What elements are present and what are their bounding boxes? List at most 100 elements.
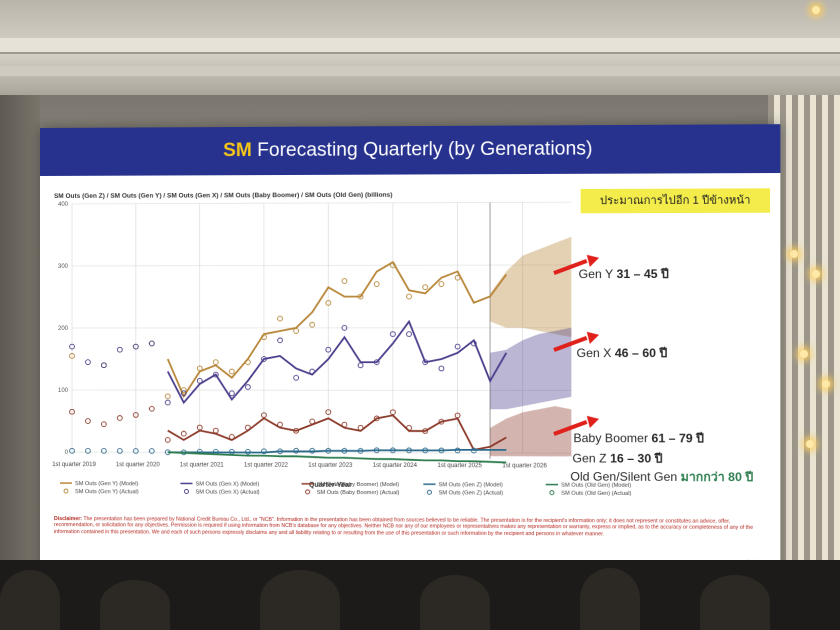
forecast-note: ประมาณการไปอีก 1 ปีข้างหน้า xyxy=(581,188,770,213)
data-point-5 xyxy=(342,422,347,427)
data-point-1 xyxy=(278,316,283,321)
data-point-3 xyxy=(278,338,283,343)
chandelier-light xyxy=(812,270,820,278)
ceiling-rail-lower xyxy=(0,66,840,76)
data-point-5 xyxy=(213,428,218,433)
data-point-5 xyxy=(117,416,122,421)
data-point-5 xyxy=(181,431,186,436)
data-point-1 xyxy=(342,279,347,284)
y-tick-label: 300 xyxy=(58,264,69,270)
data-point-5 xyxy=(101,422,106,427)
wall-left xyxy=(0,95,40,565)
data-point-1 xyxy=(229,369,234,374)
data-point-3 xyxy=(86,360,91,365)
chandelier-light xyxy=(822,380,830,388)
gen-label-gen-x: Gen X 46 – 60 ปี xyxy=(577,344,668,363)
data-point-3 xyxy=(229,391,234,396)
audience-head xyxy=(100,580,170,630)
data-point-5 xyxy=(310,419,315,424)
gen-label-gen-y: Gen Y 31 – 45 ปี xyxy=(579,265,669,284)
data-point-7 xyxy=(149,449,154,454)
legend-entry-7: SM Outs (Gen Z) (Actual) xyxy=(439,490,504,496)
chandelier-light xyxy=(790,250,798,258)
legend-entry-5: SM Outs (Baby Boomer) (Actual) xyxy=(317,490,400,496)
gen-label-old-gen: Old Gen/Silent Gen มากกว่า 80 ปี xyxy=(570,467,753,487)
series-line-8 xyxy=(168,452,507,462)
gridline-y xyxy=(72,202,571,204)
data-point-7 xyxy=(86,448,91,453)
data-point-3 xyxy=(310,369,315,374)
slide-title-sm: SM xyxy=(223,140,252,161)
data-point-5 xyxy=(278,422,283,427)
audience-head xyxy=(580,568,640,630)
data-point-5 xyxy=(245,425,250,430)
x-tick-label: 1st quarter 2022 xyxy=(244,463,289,469)
ceiling-light xyxy=(812,6,820,14)
gridline-y xyxy=(72,265,571,266)
x-tick-label: 1st quarter 2025 xyxy=(437,463,482,469)
chandelier-light xyxy=(800,350,808,358)
forecast-band-0 xyxy=(490,237,571,337)
x-tick-label: 1st quarter 2021 xyxy=(180,462,225,468)
legend-entry-9: SM Outs (Old Gen) (Actual) xyxy=(561,491,631,497)
legend-entry-0: SM Outs (Gen Y) (Model) xyxy=(75,481,138,487)
data-point-1 xyxy=(439,282,444,287)
audience-head xyxy=(700,575,770,630)
y-tick-label: 400 xyxy=(58,202,69,208)
presentation-slide: SM Forecasting Quarterly (by Generations… xyxy=(40,124,780,576)
chart-title: SM Outs (Gen Z) / SM Outs (Gen Y) / SM O… xyxy=(54,192,392,200)
forecast-arrow-head xyxy=(587,416,599,428)
x-tick-label: 1st quarter 2020 xyxy=(116,462,160,468)
slide-title: SM Forecasting Quarterly (by Generations… xyxy=(40,124,780,176)
data-point-3 xyxy=(117,347,122,352)
data-point-3 xyxy=(439,366,444,371)
data-point-3 xyxy=(245,385,250,390)
gen-label-gen-z: Gen Z 16 – 30 ปี xyxy=(572,449,662,468)
disclaimer: Disclaimer: The presentation has been pr… xyxy=(54,516,768,538)
x-tick-label: 1st quarter 2019 xyxy=(52,462,96,468)
data-point-3 xyxy=(101,363,106,368)
series-line-0 xyxy=(168,262,507,397)
data-point-5 xyxy=(165,437,170,442)
y-tick-label: 0 xyxy=(65,450,69,456)
legend-entry-2: SM Outs (Gen X) (Model) xyxy=(196,481,260,487)
audience-head xyxy=(260,570,340,630)
forecast-band-2 xyxy=(490,328,571,410)
data-point-5 xyxy=(229,434,234,439)
ceiling-rail xyxy=(0,38,840,54)
y-tick-label: 100 xyxy=(58,388,69,394)
data-point-5 xyxy=(407,425,412,430)
x-tick-label: 1st quarter 2023 xyxy=(308,463,353,469)
data-point-5 xyxy=(86,419,91,424)
legend-swatch-3 xyxy=(184,489,188,493)
forecast-arrow-head xyxy=(587,332,599,344)
series-line-4 xyxy=(168,415,507,450)
audience-area xyxy=(0,560,840,630)
data-point-1 xyxy=(423,285,428,290)
legend-swatch-5 xyxy=(306,490,310,494)
legend-swatch-1 xyxy=(64,489,68,493)
data-point-1 xyxy=(165,394,170,399)
data-point-1 xyxy=(374,282,379,287)
data-point-5 xyxy=(149,406,154,411)
data-point-3 xyxy=(358,363,363,368)
audience-head xyxy=(420,575,490,630)
x-tick-label: 1st quarter 2024 xyxy=(373,463,418,469)
audience-head xyxy=(0,570,60,630)
data-point-1 xyxy=(213,360,218,365)
legend-entry-3: SM Outs (Gen X) (Actual) xyxy=(196,490,260,496)
gen-label-baby-boomer: Baby Boomer 61 – 79 ปี xyxy=(573,429,704,449)
legend-entry-4: SM Outs (Baby Boomer) (Model) xyxy=(317,482,400,488)
data-point-1 xyxy=(310,322,315,327)
data-point-7 xyxy=(101,449,106,454)
chandelier-light xyxy=(806,440,814,448)
y-tick-label: 200 xyxy=(58,326,69,332)
data-point-3 xyxy=(407,332,412,337)
legend-swatch-9 xyxy=(550,491,554,495)
data-point-1 xyxy=(407,294,412,299)
legend-entry-1: SM Outs (Gen Y) (Actual) xyxy=(75,489,139,495)
data-point-7 xyxy=(117,449,122,454)
legend-entry-6: SM Outs (Gen Z) (Model) xyxy=(439,482,503,488)
legend-swatch-7 xyxy=(427,490,431,494)
x-tick-label: 1st quarter 2026 xyxy=(502,463,547,469)
